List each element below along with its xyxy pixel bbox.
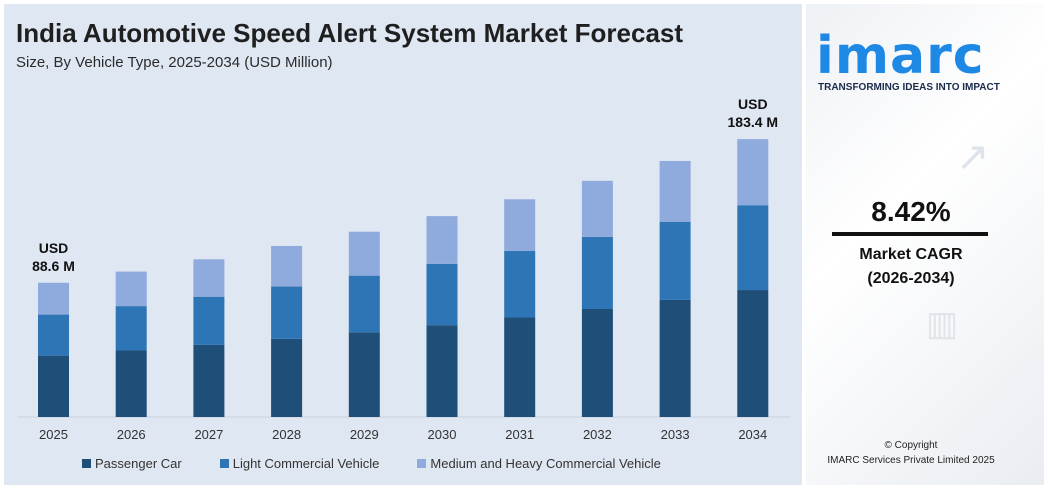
bar-segment-2034-3 [737, 139, 769, 206]
legend: Passenger Car Light Commercial Vehicle Med… [82, 456, 699, 471]
bar-segment-2029-3 [348, 231, 380, 276]
legend-swatch [417, 459, 427, 468]
bar-segment-2031-1 [504, 317, 536, 417]
legend-swatch [82, 459, 91, 468]
bar-segment-2034-1 [737, 290, 769, 417]
legend-label: Passenger Car [95, 456, 182, 471]
side-panel: ↗ ▥ imarc TRANSFORMING IDEAS INTO IMPACT… [806, 4, 1044, 485]
cagr-period: (2026-2034) [867, 270, 955, 287]
bar-segment-2026-1 [115, 350, 147, 417]
bar-segment-2032-1 [581, 308, 613, 417]
bar-segment-2025-2 [38, 314, 69, 356]
bar-segment-2025-3 [38, 282, 69, 315]
bar-segment-2027-1 [193, 344, 225, 417]
legend-item: Medium and Heavy Commercial Vehicle [417, 456, 661, 471]
last-annotation-value: 183.4 M [728, 114, 779, 130]
x-tick-label: 2027 [194, 427, 223, 442]
first-annotation-currency: USD [39, 240, 69, 256]
bar-segment-2028-3 [271, 245, 303, 287]
chart-subtitle: Size, By Vehicle Type, 2025-2034 (USD Mi… [16, 54, 333, 71]
bar-segment-2029-1 [348, 332, 380, 417]
first-annotation-value: 88.6 M [32, 258, 75, 274]
imarc-logo: imarc [816, 26, 985, 86]
x-tick-label: 2030 [428, 427, 457, 442]
bar-segment-2031-3 [504, 199, 536, 251]
x-tick-label: 2025 [39, 427, 68, 442]
bar-segment-2034-2 [737, 205, 769, 291]
x-tick-label: 2028 [272, 427, 301, 442]
legend-item: Light Commercial Vehicle [219, 456, 380, 471]
logo-tagline: TRANSFORMING IDEAS INTO IMPACT [818, 82, 1000, 93]
cagr-value: 8.42% [871, 196, 951, 227]
bar-segment-2026-2 [115, 306, 147, 351]
copyright: © Copyright [884, 440, 938, 451]
bar-chart: 2025 2026 2027 2028 2029 2030 2031 2032 2033 2034… [18, 96, 790, 442]
bar-segment-2032-3 [581, 180, 613, 237]
x-tick-label: 2029 [350, 427, 379, 442]
x-tick-label: 2031 [505, 427, 534, 442]
legend-label: Light Commercial Vehicle [232, 456, 380, 471]
copyright-company: IMARC Services Private Limited 2025 [827, 455, 995, 466]
bar-segment-2027-3 [193, 259, 225, 297]
cagr-label: Market CAGR [859, 246, 963, 263]
bar-segment-2033-1 [659, 299, 691, 417]
x-tick-label: 2032 [583, 427, 612, 442]
bar-segment-2030-3 [426, 216, 458, 264]
bar-segment-2026-3 [115, 271, 147, 307]
last-annotation-currency: USD [738, 96, 768, 112]
x-tick-label: 2034 [738, 427, 767, 442]
bar-segment-2027-2 [193, 296, 225, 345]
cagr-divider [832, 232, 988, 236]
chart-title: India Automotive Speed Alert System Mark… [16, 18, 684, 48]
bar-segment-2029-2 [348, 275, 380, 333]
bar-segment-2031-2 [504, 250, 536, 318]
bar-segment-2033-3 [659, 160, 691, 222]
bar-segment-2025-1 [38, 355, 69, 417]
x-tick-label: 2026 [117, 427, 146, 442]
bar-segment-2033-2 [659, 221, 691, 300]
decor-arrow-icon: ↗ [956, 135, 990, 179]
legend-swatch [219, 459, 229, 468]
x-tick-label: 2033 [661, 427, 690, 442]
bar-segment-2028-2 [271, 286, 303, 339]
bar-segment-2028-1 [271, 338, 303, 417]
bar-segment-2030-1 [426, 325, 458, 417]
legend-item: Passenger Car [82, 456, 182, 471]
decor-chart-icon: ▥ [926, 305, 959, 343]
chart-panel: India Automotive Speed Alert System Mark… [4, 4, 802, 485]
legend-label: Medium and Heavy Commercial Vehicle [430, 456, 661, 471]
bar-segment-2032-2 [581, 236, 613, 309]
bar-segment-2030-2 [426, 263, 458, 326]
